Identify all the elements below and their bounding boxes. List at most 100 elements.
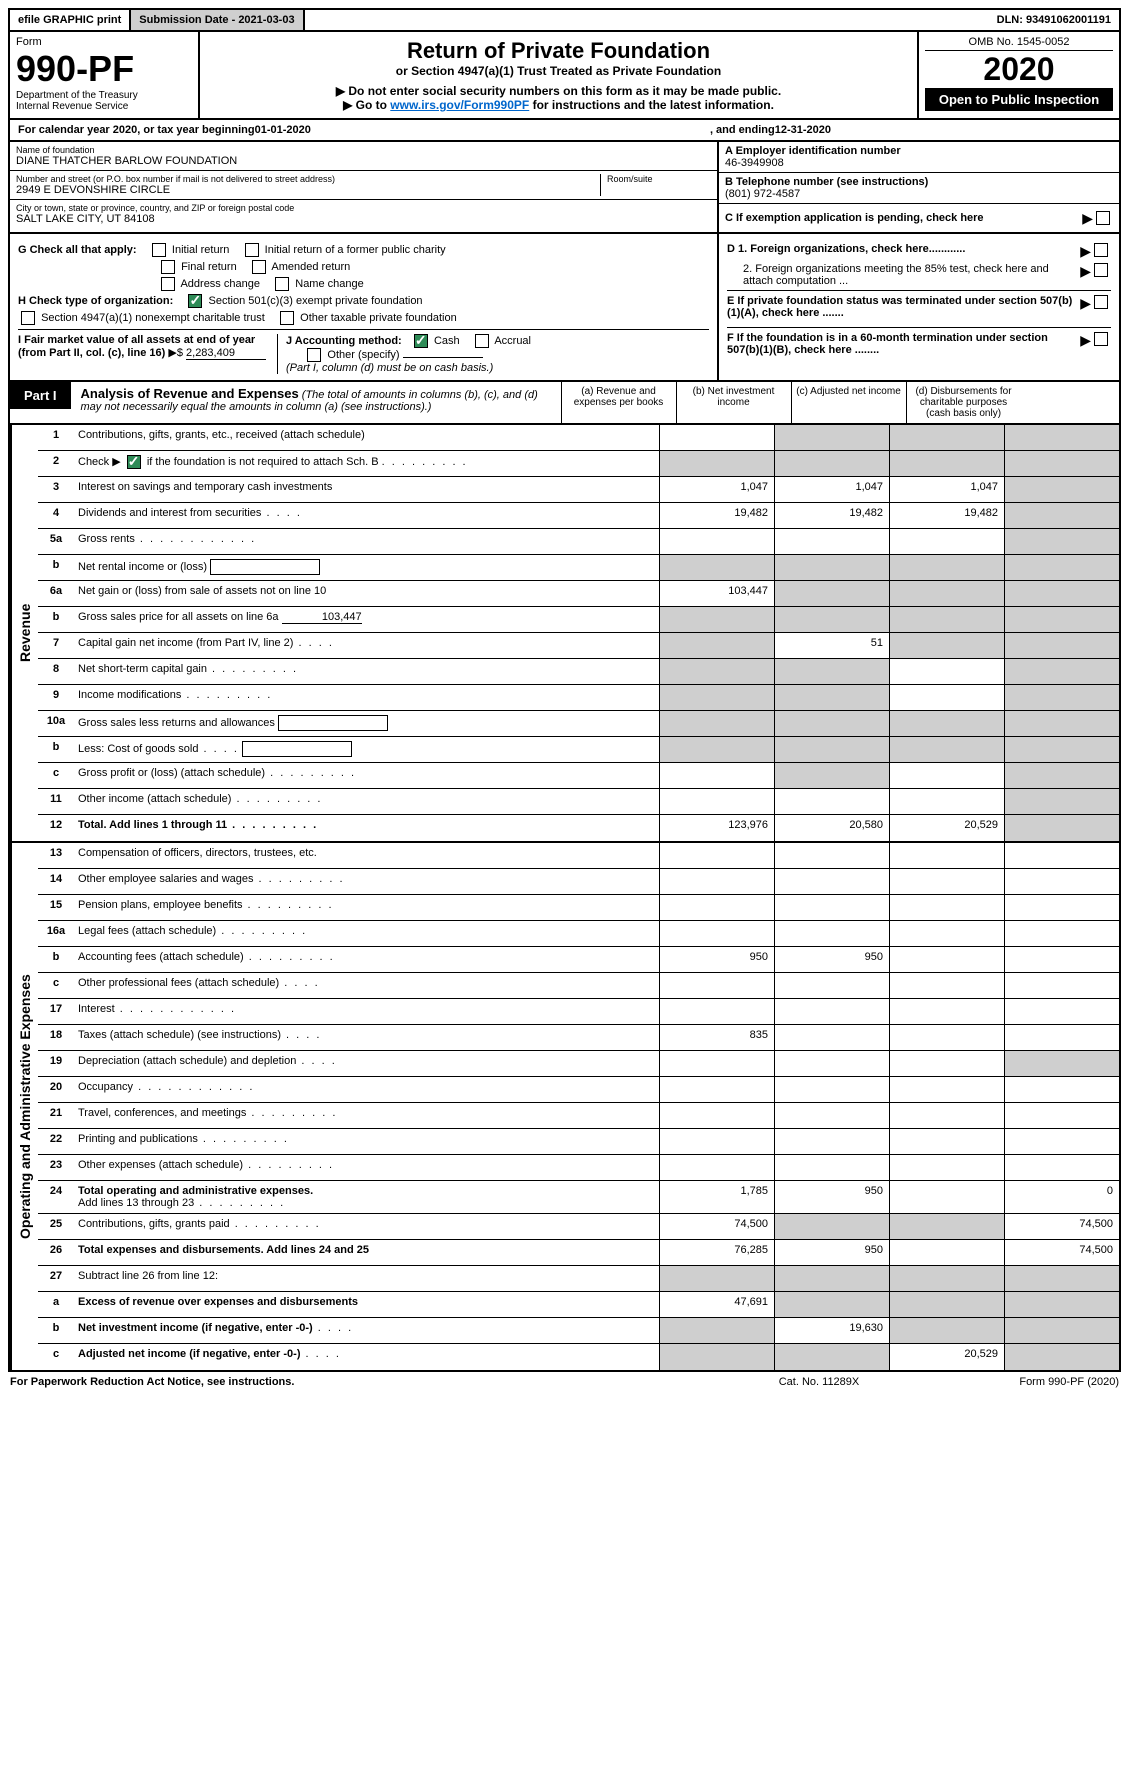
cell-c xyxy=(889,1318,1004,1343)
chk-address-change[interactable] xyxy=(161,277,175,291)
r24d2: Add lines 13 through 23 xyxy=(78,1197,194,1209)
open-to-public: Open to Public Inspection xyxy=(925,88,1113,111)
chk-initial-former[interactable] xyxy=(245,243,259,257)
row-27: 27 Subtract line 26 from line 12: xyxy=(38,1266,1119,1292)
fmv-value: 2,283,409 xyxy=(186,347,266,360)
cell-a xyxy=(659,999,774,1024)
chk-accrual[interactable] xyxy=(475,334,489,348)
row-desc: Net investment income (if negative, ente… xyxy=(74,1318,659,1343)
cell-d xyxy=(1004,659,1119,684)
cell-d xyxy=(1004,477,1119,502)
cell-c xyxy=(889,1051,1004,1076)
cell-c xyxy=(889,529,1004,554)
cell-a xyxy=(659,425,774,450)
row-1: 1 Contributions, gifts, grants, etc., re… xyxy=(38,425,1119,451)
dots xyxy=(230,1218,321,1230)
col-a-header: (a) Revenue and expenses per books xyxy=(561,382,676,423)
part1-title: Analysis of Revenue and Expenses xyxy=(81,386,299,401)
cell-d xyxy=(1004,425,1119,450)
chk-F[interactable] xyxy=(1094,332,1108,346)
row-num: 18 xyxy=(38,1025,74,1050)
row-desc: Other professional fees (attach schedule… xyxy=(74,973,659,998)
chk-4947[interactable] xyxy=(21,311,35,325)
exemption-checkbox[interactable] xyxy=(1096,211,1110,225)
chk-501c3[interactable] xyxy=(188,294,202,308)
D1-row: D 1. Foreign organizations, check here..… xyxy=(727,243,1111,260)
cell-c: 19,482 xyxy=(889,503,1004,528)
chk-E[interactable] xyxy=(1094,295,1108,309)
row-num: 27 xyxy=(38,1266,74,1291)
r10bd: Less: Cost of goods sold xyxy=(78,743,198,755)
cell-b xyxy=(774,1025,889,1050)
H-label: H Check type of organization: xyxy=(18,295,173,307)
E-label: E If private foundation status was termi… xyxy=(727,295,1080,319)
chk-other-taxable[interactable] xyxy=(280,311,294,325)
info-left: Name of foundation DIANE THATCHER BARLOW… xyxy=(10,142,719,232)
cell-b xyxy=(774,529,889,554)
cell-d: 74,500 xyxy=(1004,1214,1119,1239)
row-desc: Gross profit or (loss) (attach schedule) xyxy=(74,763,659,788)
cell-c xyxy=(889,869,1004,894)
ein-row: A Employer identification number 46-3949… xyxy=(719,142,1119,173)
cell-d xyxy=(1004,451,1119,476)
row-desc: Gross sales price for all assets on line… xyxy=(74,607,659,632)
r18d: Taxes (attach schedule) (see instruction… xyxy=(78,1029,281,1041)
row-desc: Excess of revenue over expenses and disb… xyxy=(74,1292,659,1317)
cell-a: 1,785 xyxy=(659,1181,774,1213)
row-desc: Accounting fees (attach schedule) xyxy=(74,947,659,972)
cell-a xyxy=(659,555,774,580)
cell-b xyxy=(774,451,889,476)
efile-label: efile GRAPHIC print xyxy=(10,10,131,30)
addr-label: Number and street (or P.O. box number if… xyxy=(16,174,594,184)
I-block: I Fair market value of all assets at end… xyxy=(18,334,278,374)
cell-b xyxy=(774,581,889,606)
irs-link[interactable]: www.irs.gov/Form990PF xyxy=(390,98,529,112)
r20d: Occupancy xyxy=(78,1081,133,1093)
cell-b xyxy=(774,763,889,788)
r10a-box xyxy=(278,715,388,731)
row-desc: Occupancy xyxy=(74,1077,659,1102)
chk-D2[interactable] xyxy=(1094,263,1108,277)
city: SALT LAKE CITY, UT 84108 xyxy=(16,213,711,225)
row-num: 5a xyxy=(38,529,74,554)
col-b-header: (b) Net investment income xyxy=(676,382,791,423)
cell-d xyxy=(1004,1344,1119,1370)
chk-other-method[interactable] xyxy=(307,348,321,362)
cell-a xyxy=(659,1344,774,1370)
chk-amended[interactable] xyxy=(252,260,266,274)
chk-initial-return[interactable] xyxy=(152,243,166,257)
row-desc: Total operating and administrative expen… xyxy=(74,1181,659,1213)
other-specify xyxy=(403,357,483,358)
cell-a xyxy=(659,1051,774,1076)
cell-c xyxy=(889,973,1004,998)
cell-a xyxy=(659,973,774,998)
r16ad: Legal fees (attach schedule) xyxy=(78,925,216,937)
cell-c xyxy=(889,1155,1004,1180)
dots xyxy=(231,793,322,805)
chk-final-return[interactable] xyxy=(161,260,175,274)
row-desc: Travel, conferences, and meetings xyxy=(74,1103,659,1128)
row-desc: Adjusted net income (if negative, enter … xyxy=(74,1344,659,1370)
dots xyxy=(296,1055,336,1067)
cell-b: 19,482 xyxy=(774,503,889,528)
row-desc: Income modifications xyxy=(74,685,659,710)
form-note1: ▶ Do not enter social security numbers o… xyxy=(210,84,907,98)
chk-right: D 1. Foreign organizations, check here..… xyxy=(719,234,1119,380)
chk-name-change[interactable] xyxy=(275,277,289,291)
cell-a xyxy=(659,685,774,710)
exemption-label: C If exemption application is pending, c… xyxy=(725,212,1082,224)
cell-c xyxy=(889,659,1004,684)
row-desc: Subtract line 26 from line 12: xyxy=(74,1266,659,1291)
opt-final: Final return xyxy=(181,261,237,273)
dept-label: Department of the Treasury xyxy=(16,90,192,101)
chk-cash[interactable] xyxy=(414,334,428,348)
cell-c xyxy=(889,895,1004,920)
row-num: 4 xyxy=(38,503,74,528)
cell-b xyxy=(774,425,889,450)
chk-D1[interactable] xyxy=(1094,243,1108,257)
row-20: 20 Occupancy xyxy=(38,1077,1119,1103)
cell-a xyxy=(659,529,774,554)
cell-b xyxy=(774,1214,889,1239)
cell-c: 1,047 xyxy=(889,477,1004,502)
chk-schb[interactable] xyxy=(127,455,141,469)
